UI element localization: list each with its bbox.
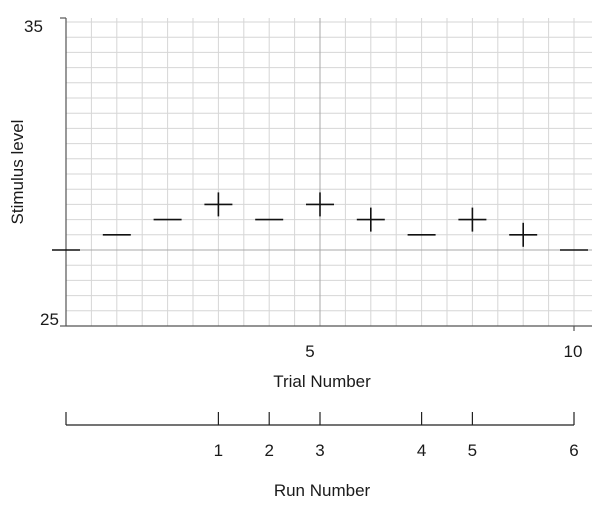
run-tick-label: 3: [315, 441, 324, 460]
plus-marker: [204, 192, 233, 217]
plus-marker: [356, 207, 385, 232]
run-axis-label: Run Number: [274, 481, 371, 500]
run-tick-label: 5: [468, 441, 477, 460]
x-axis-label: Trial Number: [273, 372, 371, 391]
y-axis-label: Stimulus level: [8, 120, 27, 225]
run-tick-label: 4: [417, 441, 426, 460]
minor-grid: [65, 18, 592, 327]
run-tick-label: 1: [214, 441, 223, 460]
y-tick-label-top: 35: [24, 17, 43, 36]
y-tick-label-bottom: 25: [40, 310, 59, 329]
x-tick-label-10: 10: [564, 342, 583, 361]
data-marks: [52, 192, 588, 251]
major-grid: [52, 18, 592, 326]
plus-marker: [458, 207, 487, 232]
plus-marker: [306, 192, 334, 217]
plus-marker: [509, 222, 538, 247]
axis-labels: 35 25 Stimulus level 5 10 Trial Number R…: [8, 17, 582, 500]
run-axis: 1 2 3 4 5 6: [65, 412, 579, 460]
run-tick-label: 6: [569, 441, 578, 460]
run-tick-label: 2: [264, 441, 273, 460]
plot-axes: [60, 17, 592, 331]
x-tick-label-5: 5: [305, 342, 314, 361]
